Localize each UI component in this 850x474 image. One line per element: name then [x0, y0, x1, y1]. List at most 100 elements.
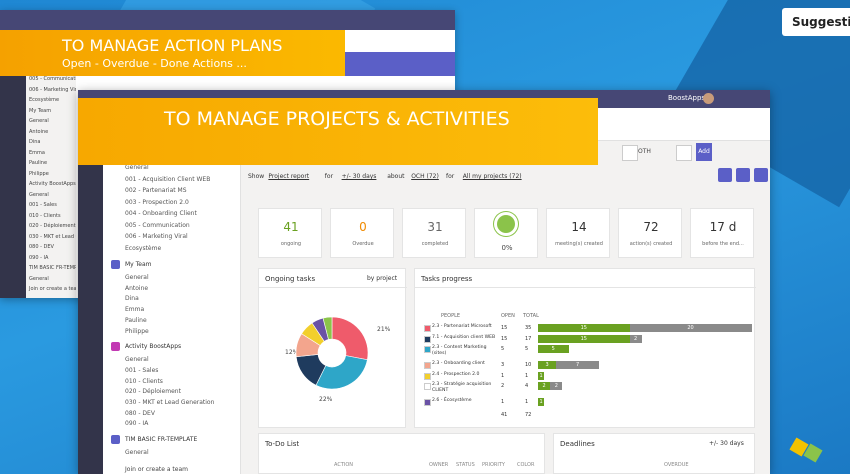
- row-name: 2.4 - Prospection 2.0: [432, 371, 480, 377]
- open-bar: 15: [538, 324, 630, 332]
- channel-item: 020 - Déploiement: [29, 223, 76, 229]
- column-header: OPEN: [501, 313, 515, 319]
- kpi-label: Overdue: [352, 241, 374, 247]
- channel-item: 010 - Clients: [29, 212, 61, 219]
- open-bar: 3: [538, 361, 557, 369]
- channel-item: Join or create a team: [29, 286, 76, 292]
- kpi-card: 31 completed: [402, 208, 466, 258]
- channel-item: Antoine: [125, 284, 149, 292]
- channel-item: 080 - DEV: [125, 409, 155, 417]
- channel-item: General: [125, 164, 149, 171]
- filter-item: OCH (72): [411, 173, 439, 180]
- column-header: PEOPLE: [441, 313, 461, 319]
- pie-slice: [331, 316, 369, 361]
- kpi-card: 41 ongoing: [258, 208, 322, 258]
- color-swatch: [424, 372, 431, 380]
- channel-item: 005 - Communication: [125, 221, 190, 229]
- kpi-value: 0%: [501, 244, 513, 252]
- team-icon: [111, 260, 120, 269]
- banner: TO MANAGE ACTION PLANS Open - Overdue - …: [0, 30, 345, 76]
- color-swatch: [424, 325, 431, 332]
- kpi-value: 41: [283, 220, 299, 234]
- icon-button[interactable]: [718, 168, 732, 182]
- open-bar: 15: [538, 334, 630, 343]
- add-button[interactable]: Add: [696, 143, 712, 161]
- range-dropdown[interactable]: +/- 30 days: [709, 440, 744, 447]
- divider: [259, 287, 407, 288]
- header-strip: [345, 52, 455, 76]
- toolbar-icon[interactable]: [676, 145, 692, 161]
- team-name[interactable]: Activity BoostApps: [125, 343, 182, 351]
- channel-item: 010 - Clients: [125, 377, 163, 385]
- filter-item: for: [324, 173, 334, 180]
- channel-item: My Team: [29, 107, 52, 114]
- total-cell: 4: [525, 383, 529, 389]
- kpi-card: 72 action(s) created: [618, 208, 682, 258]
- panel-title: Deadlines: [560, 440, 595, 448]
- channel-item: General: [29, 118, 49, 124]
- color-swatch: [424, 399, 431, 406]
- panel-title: To-Do List: [265, 440, 300, 448]
- channel-item: 002 - Partenariat MS: [125, 187, 187, 194]
- banner-title: TO MANAGE PROJECTS & ACTIVITIES: [164, 108, 510, 130]
- channel-item: Antoine: [29, 128, 49, 135]
- open-cell: 15: [501, 325, 508, 331]
- toolbar-icon[interactable]: [622, 145, 638, 161]
- filter-item: for: [446, 173, 455, 180]
- channel-item: General: [125, 356, 149, 364]
- slice-label: 22%: [319, 396, 333, 403]
- grouping-dropdown[interactable]: by project: [367, 275, 398, 282]
- team-name[interactable]: TIM BASIC FR-TEMPLATE: [125, 436, 198, 444]
- todo-panel: To-Do List ACTION OWNER STATUS PRIORITY COLO…: [258, 433, 545, 474]
- kpi-value: 31: [427, 220, 443, 234]
- kpi-value: 72: [643, 220, 659, 234]
- total-open: 41: [501, 411, 508, 418]
- icon-button[interactable]: [754, 168, 768, 182]
- toolbar-oth[interactable]: OTH: [638, 148, 651, 155]
- divider: [415, 287, 756, 288]
- channel-item: Philippe: [29, 170, 49, 177]
- channel-item: 005 - Communication: [29, 76, 76, 82]
- app-rail: [78, 108, 103, 474]
- icon-button[interactable]: [736, 168, 750, 182]
- open-cell: 5: [501, 346, 505, 352]
- team-icon: [111, 342, 120, 352]
- channel-item: 001 - Sales: [125, 366, 159, 374]
- channel-item: 006 - Marketing Viral: [29, 86, 76, 93]
- rest-bar: 2: [550, 382, 563, 390]
- panel-title: Tasks progress: [421, 275, 473, 283]
- suggestion-button[interactable]: Suggestion: [782, 8, 850, 36]
- channel-item: 080 - DEV: [29, 244, 54, 250]
- channel-item: 003 - Prospection 2.0: [125, 198, 189, 206]
- team-name[interactable]: My Team: [125, 261, 152, 268]
- open-bar: 5: [538, 345, 569, 353]
- filter-item: All my projects (72): [462, 173, 522, 180]
- title-bar: [0, 10, 455, 30]
- kpi-label: before the end...: [702, 241, 744, 247]
- filter-item: +/- 30 days: [341, 173, 377, 180]
- kpi-card: 17 d before the end...: [690, 208, 754, 258]
- filter-item: Show: [248, 173, 265, 180]
- banner-subtitle: Open - Overdue - Done Actions ...: [62, 57, 247, 70]
- kpi-label: completed: [421, 241, 449, 247]
- kpi-label: ongoing: [280, 241, 302, 247]
- channel-item: 090 - IA: [125, 420, 149, 428]
- channel-item: Pauline: [29, 160, 48, 166]
- total-total: 72: [525, 411, 532, 418]
- kpi-value: 17 d: [709, 220, 737, 234]
- join-team: Join or create a team: [125, 466, 188, 473]
- color-swatch: [424, 346, 431, 353]
- filter-item: about: [387, 173, 405, 180]
- open-bar: 1: [538, 371, 545, 380]
- row-name: 2.3 - Content Marketing (sites): [432, 345, 487, 356]
- channel-item: Ecosystème: [29, 97, 60, 103]
- total-cell: 35: [525, 325, 532, 331]
- banner-title: TO MANAGE ACTION PLANS: [62, 36, 283, 55]
- column-header: COLOR: [517, 462, 535, 468]
- pie-chart: 21% 22% 12%: [285, 316, 391, 403]
- channel-list: General 001 - Acquisition Client WEB 002 -…: [103, 108, 241, 474]
- open-cell: 15: [501, 335, 508, 342]
- open-cell: 1: [501, 399, 505, 405]
- channel-item: 030 - MKT et Lead Generation: [125, 399, 215, 406]
